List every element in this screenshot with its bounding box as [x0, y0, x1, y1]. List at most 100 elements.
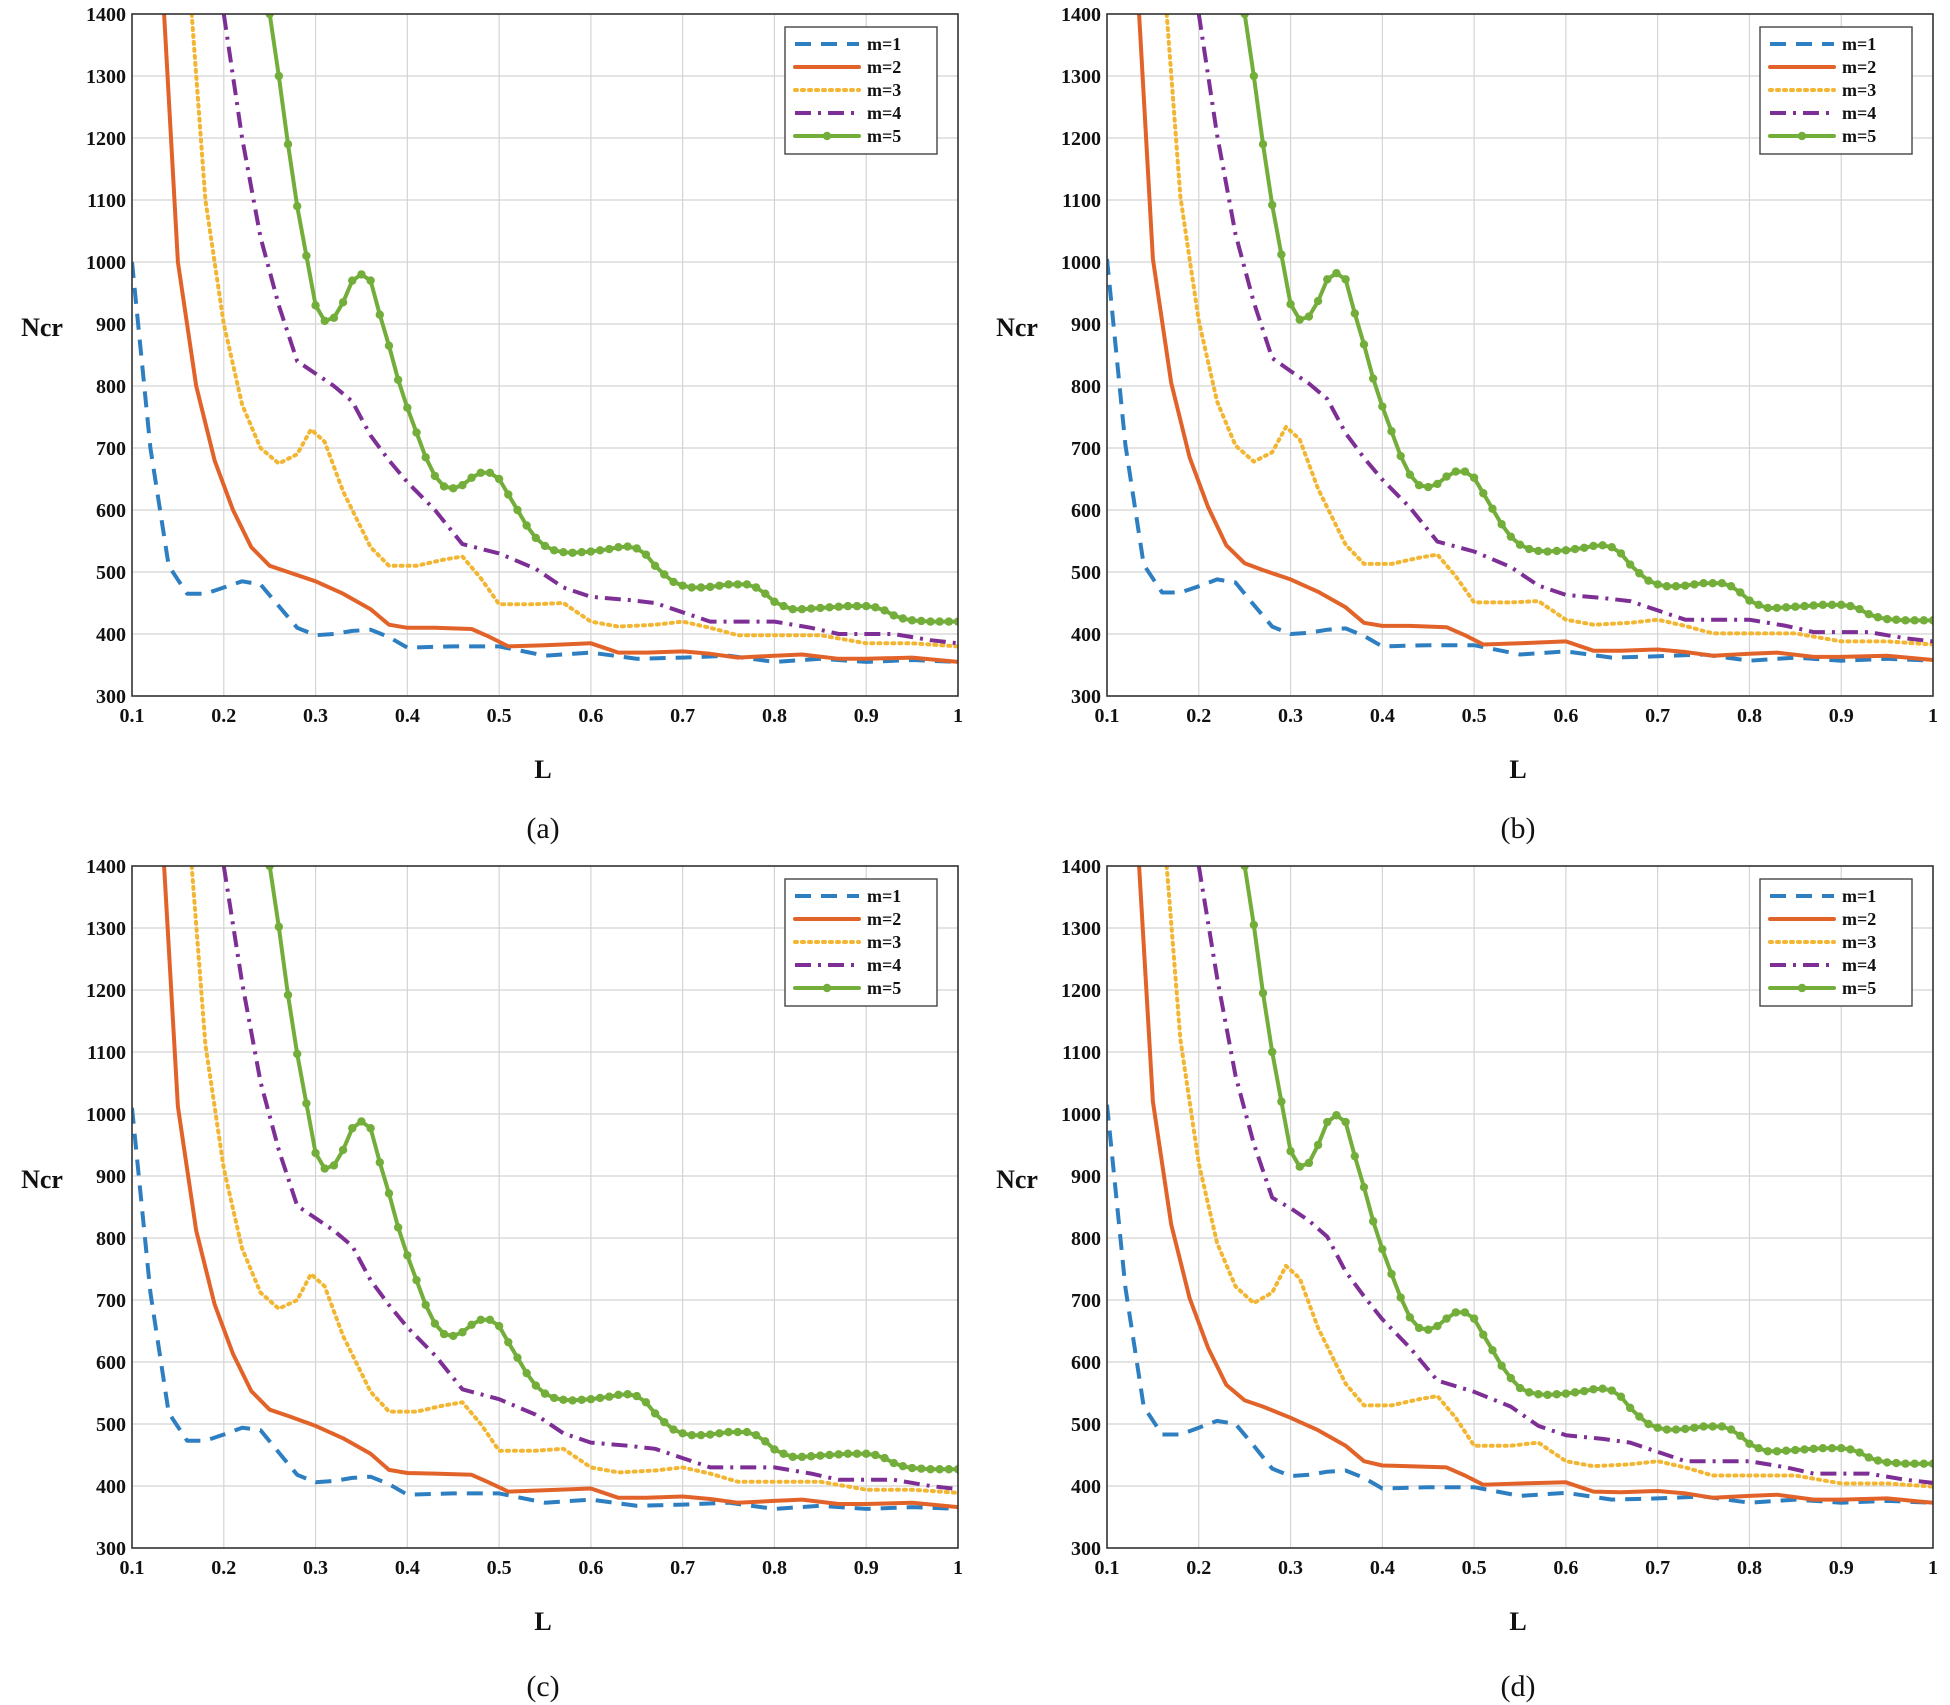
series-marker-m5 — [586, 1395, 596, 1404]
series-marker-m5 — [1561, 546, 1571, 555]
series-marker-m5 — [834, 602, 843, 611]
x-tick-label: 0.1 — [120, 1557, 145, 1579]
series-marker-m5 — [770, 597, 779, 606]
series-marker-m5 — [1451, 467, 1460, 476]
series-marker-m5 — [1736, 588, 1745, 597]
series-marker-m5 — [366, 1124, 375, 1133]
series-marker-m5 — [449, 1331, 458, 1341]
series-marker-m5 — [1745, 1439, 1754, 1449]
x-tick-label: 0.2 — [211, 1557, 236, 1579]
series-marker-m5 — [1717, 1422, 1727, 1431]
series-marker-m5 — [338, 1145, 348, 1155]
series-marker-m5 — [1323, 275, 1332, 284]
series-marker-m5 — [265, 14, 274, 19]
y-tick-label: 900 — [1071, 314, 1101, 336]
series-marker-m5 — [1304, 1158, 1314, 1168]
x-tick-label: 1 — [953, 1557, 963, 1579]
series-marker-m5 — [1424, 482, 1433, 492]
series-marker-m5 — [825, 1450, 834, 1460]
series-marker-m5 — [1368, 1217, 1378, 1226]
x-tick-label: 0.4 — [1370, 705, 1395, 727]
series-marker-m5 — [650, 561, 660, 570]
legend-label: m=3 — [867, 80, 901, 100]
series-marker-m5 — [715, 581, 724, 590]
y-tick-label: 1200 — [1061, 128, 1101, 150]
series-marker-m5 — [751, 1430, 761, 1440]
y-tick-label: 700 — [1071, 1290, 1101, 1312]
series-marker-m5 — [614, 543, 623, 552]
series-marker-m5 — [1396, 451, 1405, 461]
series-marker-m5 — [540, 1389, 550, 1398]
series-marker-m5 — [549, 546, 559, 555]
y-tick-label: 1400 — [1061, 4, 1101, 26]
series-marker-m5 — [485, 1315, 495, 1325]
x-tick-label: 0.6 — [578, 705, 603, 727]
y-tick-label: 1400 — [86, 4, 126, 26]
y-tick-label: 400 — [1071, 1476, 1101, 1498]
series-marker-m5 — [1332, 268, 1341, 278]
series-marker-m5 — [724, 580, 733, 589]
y-tick-label: 800 — [96, 376, 126, 398]
x-tick-label: 0.3 — [1278, 1557, 1303, 1579]
series-marker-m5 — [1414, 481, 1424, 490]
series-marker-m5 — [687, 583, 697, 592]
series-marker-m5 — [678, 581, 687, 590]
series-marker-m5 — [412, 428, 421, 437]
chart-a: 300 400 500 600 700 800 900 1000 1100 1200 1300 140… — [21, 4, 963, 845]
series-marker-m5 — [1837, 600, 1846, 610]
series-marker-m5 — [935, 1465, 944, 1474]
series-marker-m5 — [458, 1328, 467, 1337]
y-tick-label: 1100 — [87, 190, 126, 212]
series-marker-m5 — [476, 1315, 485, 1325]
x-tick-label: 0.8 — [762, 1557, 787, 1579]
x-tick-label: 0.3 — [1278, 705, 1303, 727]
series-marker-m5 — [1818, 600, 1828, 610]
series-marker-m5 — [715, 1429, 724, 1438]
y-tick-label: 1300 — [1061, 66, 1101, 88]
series-marker-m5 — [742, 580, 752, 589]
series-marker-m5 — [421, 453, 430, 462]
x-axis-label: L — [534, 755, 551, 784]
y-tick-label: 800 — [96, 1228, 126, 1250]
y-tick-label: 1200 — [86, 128, 126, 150]
x-tick-label: 0.3 — [303, 705, 328, 727]
series-marker-m5 — [1323, 1117, 1332, 1127]
series-marker-m5 — [1690, 1423, 1699, 1432]
series-marker-m5 — [742, 1427, 752, 1437]
series-marker-m5 — [871, 603, 880, 612]
y-tick-label: 1100 — [1062, 1042, 1101, 1064]
series-marker-m5 — [1359, 1182, 1369, 1192]
x-tick-label: 0.1 — [1095, 1557, 1120, 1579]
series-marker-m5 — [889, 611, 898, 620]
series-marker-m5 — [1268, 1047, 1277, 1057]
series-marker-m5 — [898, 614, 908, 623]
x-tick-label: 1 — [1928, 705, 1938, 727]
series-line-m5 — [1242, 14, 1933, 623]
series-marker-m5 — [1552, 1390, 1561, 1399]
series-marker-m5 — [1625, 560, 1635, 569]
series-line-m3 — [1164, 14, 1933, 647]
series-marker-m5 — [1717, 578, 1727, 588]
legend-label: m=2 — [1842, 909, 1876, 929]
y-tick-label: 500 — [1071, 1414, 1101, 1436]
series-marker-m5 — [605, 1392, 614, 1401]
series-marker-m5 — [816, 1451, 825, 1460]
x-tick-label: 0.2 — [1186, 705, 1211, 727]
axes-frame — [1106, 13, 1934, 697]
x-tick-label: 0.4 — [1370, 1557, 1395, 1579]
series-group — [1107, 14, 1933, 663]
series-marker-m5 — [761, 1437, 770, 1446]
legend: m=1 m=2 m=3 m=4 m=5 — [1759, 26, 1913, 155]
series-marker-m5 — [907, 616, 917, 625]
series-line-m2 — [162, 14, 958, 664]
legend-marker-m5 — [822, 131, 832, 141]
series-marker-m5 — [439, 1329, 449, 1339]
y-tick-label: 400 — [96, 1476, 126, 1498]
x-tick-label: 0.7 — [1645, 705, 1670, 727]
series-marker-m5 — [540, 541, 550, 551]
series-marker-m5 — [1561, 1389, 1571, 1398]
legend: m=1 m=2 m=3 m=4 m=5 — [784, 878, 938, 1007]
series-marker-m5 — [1506, 532, 1516, 541]
series-line-m1 — [132, 1107, 958, 1511]
series-marker-m5 — [935, 617, 944, 626]
